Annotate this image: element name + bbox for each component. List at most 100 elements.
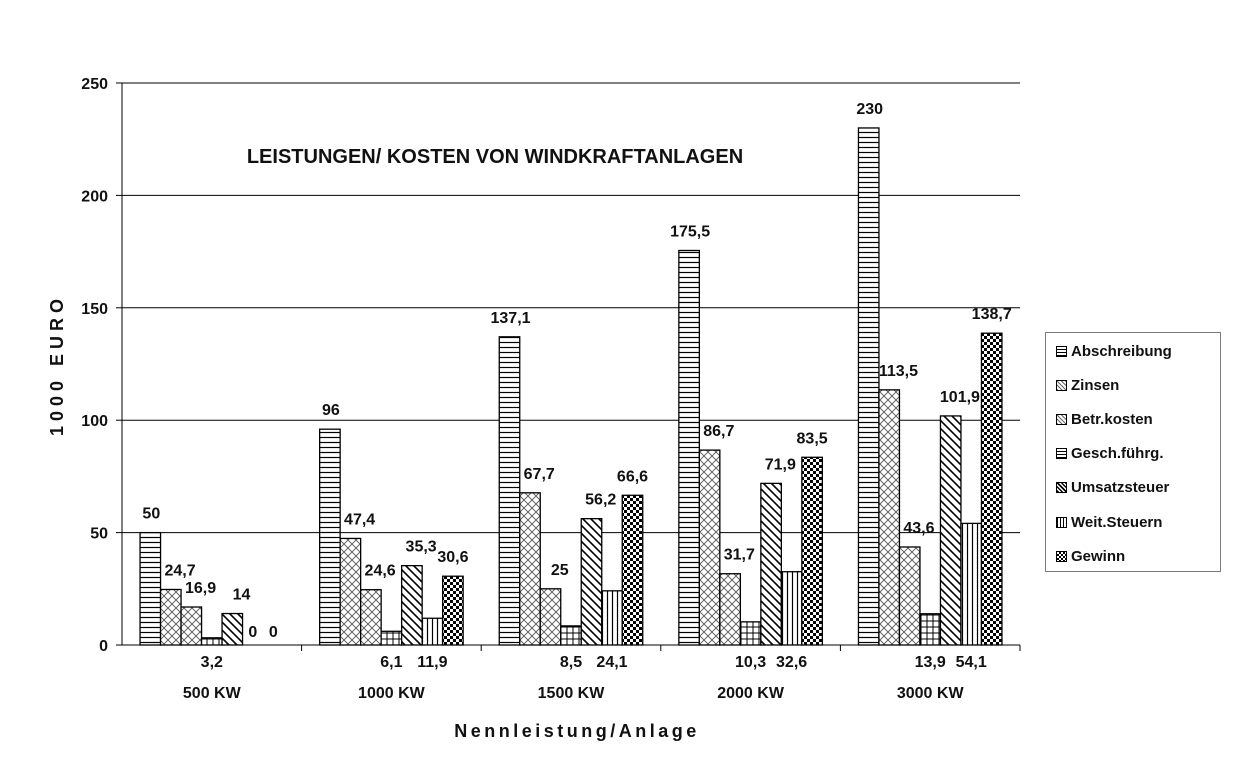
legend-label: Betr.kosten (1071, 410, 1153, 428)
bar (760, 482, 782, 646)
data-label: 50 (142, 506, 160, 523)
data-label: 35,3 (406, 539, 437, 556)
y-tick-label: 200 (81, 188, 108, 205)
bar (601, 590, 623, 646)
legend-item: Umsatzsteuer (1056, 478, 1169, 498)
y-axis-label: 1000 EURO (47, 294, 67, 436)
data-label: 113,5 (879, 363, 918, 380)
bar (878, 389, 901, 646)
legend-item: Gewinn (1056, 546, 1125, 566)
data-label: 25 (551, 562, 569, 579)
bar (519, 492, 541, 646)
data-label: 66,6 (617, 468, 648, 485)
data-label: 71,9 (765, 456, 796, 473)
data-label: 11,9 (417, 654, 447, 671)
bar (441, 575, 464, 646)
legend-label: Gewinn (1071, 547, 1126, 565)
bar (801, 456, 823, 646)
bar (621, 494, 644, 646)
legend-item: Betr.kosten (1056, 409, 1153, 429)
bar (421, 617, 444, 646)
x-axis-label: Nennleistung/Anlage (454, 721, 700, 741)
bar (678, 249, 700, 646)
bar (980, 332, 1003, 646)
data-label: 138,7 (972, 306, 1012, 323)
bar (580, 518, 603, 646)
legend-label: Umsatzsteuer (1071, 479, 1170, 497)
legend-swatch (1056, 482, 1067, 494)
data-label: 230 (856, 101, 883, 118)
y-tick-label: 150 (81, 301, 108, 318)
legend-item: Zinsen (1056, 375, 1119, 395)
bar (318, 428, 341, 646)
legend-label: Abschreibung (1071, 342, 1172, 360)
data-label: 8,5 (560, 654, 582, 671)
legend-swatch (1056, 413, 1067, 425)
bar (139, 531, 162, 646)
bar (560, 625, 582, 646)
legend-swatch (1056, 448, 1067, 460)
data-label: 56,2 (585, 492, 616, 509)
bar (698, 449, 721, 646)
y-tick-label: 100 (81, 413, 108, 430)
bar (739, 621, 762, 646)
x-tick-label: 3000 KW (897, 685, 965, 702)
legend-swatch (1056, 516, 1067, 528)
data-label: 14 (233, 587, 251, 604)
data-label: 43,6 (903, 520, 934, 537)
x-tick-label: 1500 KW (538, 685, 606, 702)
data-label: 24,1 (596, 654, 627, 671)
data-label: 10,3 (735, 654, 766, 671)
data-label: 24,6 (365, 563, 396, 580)
y-tick-label: 250 (81, 76, 108, 93)
bar (221, 612, 244, 646)
data-label: 175,5 (670, 223, 710, 240)
data-label: 24,7 (164, 562, 195, 579)
legend-swatch (1056, 379, 1067, 391)
bar (359, 589, 382, 646)
data-label: 0 (269, 624, 278, 641)
x-tick-label: 500 KW (183, 685, 242, 702)
bar (719, 573, 741, 646)
bar (498, 336, 521, 646)
data-label: 31,7 (724, 547, 755, 564)
legend-label: Gesch.führg. (1071, 445, 1164, 463)
bar (380, 630, 403, 646)
x-tick-label: 1000 KW (358, 685, 426, 702)
data-label: 67,7 (524, 466, 555, 483)
bar (339, 537, 362, 646)
bar (180, 606, 203, 646)
bar (539, 588, 562, 646)
legend-item: Abschreibung (1056, 341, 1172, 361)
data-label: 83,5 (797, 430, 828, 447)
bar (898, 546, 921, 646)
data-label: 0 (248, 624, 257, 641)
legend-swatch (1056, 345, 1067, 357)
data-label: 32,6 (776, 654, 807, 671)
data-label: 6,1 (380, 654, 402, 671)
data-label: 30,6 (437, 549, 468, 566)
bar (857, 127, 880, 646)
data-label: 16,9 (185, 580, 216, 597)
x-tick-label: 2000 KW (717, 685, 785, 702)
data-label: 13,9 (915, 654, 946, 671)
y-tick-label: 50 (90, 526, 108, 543)
bar (200, 637, 223, 646)
data-label: 3,2 (201, 654, 223, 671)
legend-item: Gesch.führg. (1056, 444, 1164, 464)
data-label: 47,4 (344, 511, 375, 528)
bar (400, 564, 423, 646)
bar (159, 588, 182, 646)
bar (780, 571, 803, 646)
legend-swatch (1056, 550, 1067, 562)
legend-label: Weit.Steuern (1071, 513, 1163, 531)
data-label: 54,1 (956, 654, 987, 671)
legend-item: Weit.Steuern (1056, 512, 1162, 532)
data-label: 96 (322, 402, 340, 419)
bar (960, 522, 983, 646)
bar (939, 415, 962, 646)
data-label: 101,9 (940, 389, 980, 406)
legend-label: Zinsen (1071, 376, 1120, 394)
